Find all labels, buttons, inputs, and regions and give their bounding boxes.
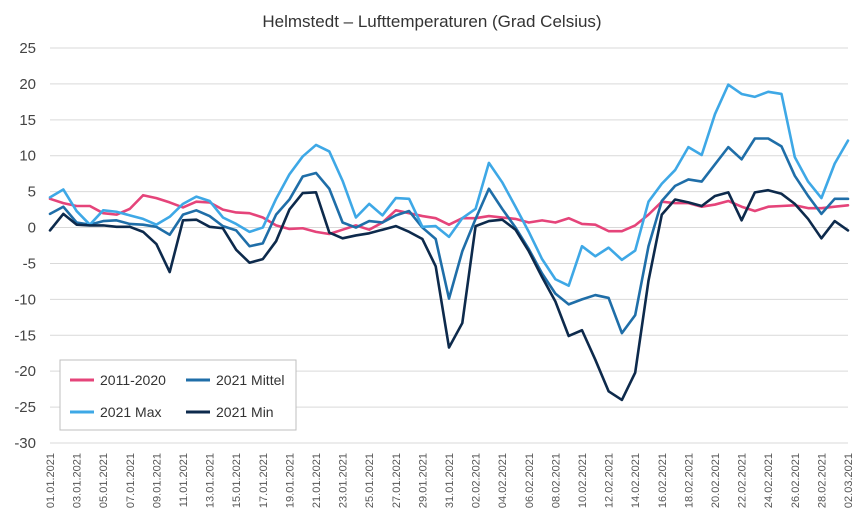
x-axis-tick-labels: 01.01.2021 03.01.2021 05.01.2021 07.01.2021… [45, 453, 855, 508]
x-tick-label: 11.01.2021 [178, 453, 190, 507]
x-tick-label: 14.02.2021 [630, 453, 642, 508]
series-line-2021-min [48, 188, 850, 402]
x-tick-label: 10.02.2021 [577, 453, 589, 508]
legend-label: 2011-2020 [100, 372, 166, 388]
x-tick-label: 06.02.2021 [524, 453, 536, 508]
y-tick-label: -10 [14, 291, 36, 308]
x-tick-label: 25.01.2021 [364, 453, 376, 508]
x-tick-label: 20.02.2021 [710, 453, 722, 508]
x-tick-label: 21.01.2021 [311, 453, 323, 508]
x-tick-label: 29.01.2021 [417, 453, 429, 508]
y-tick-label: -30 [14, 435, 36, 452]
x-tick-label: 01.01.2021 [45, 453, 57, 508]
x-tick-label: 24.02.2021 [763, 453, 775, 508]
x-tick-label: 02.03.2021 [843, 453, 855, 508]
y-tick-label: 0 [28, 220, 36, 237]
chart-title: Helmstedt – Lufttemperaturen (Grad Celsi… [262, 12, 601, 31]
x-tick-label: 23.01.2021 [338, 453, 350, 508]
y-tick-label: 25 [19, 40, 36, 57]
y-axis-tick-labels: 25 20 15 10 5 0 -5 -10 -15 -20 -25 -30 [14, 40, 36, 452]
y-tick-label: 5 [28, 184, 36, 201]
legend-box [59, 359, 297, 431]
x-tick-label: 31.01.2021 [444, 453, 456, 508]
y-tick-label: 20 [19, 76, 36, 93]
y-tick-label: 10 [19, 148, 36, 165]
x-tick-label: 08.02.2021 [550, 453, 562, 508]
x-tick-label: 07.01.2021 [125, 453, 137, 508]
series-lines [48, 83, 850, 402]
legend-label: 2021 Max [100, 404, 161, 420]
x-tick-label: 03.01.2021 [72, 453, 84, 508]
x-tick-label: 28.02.2021 [816, 453, 828, 508]
x-tick-label: 26.02.2021 [790, 453, 802, 508]
x-tick-label: 19.01.2021 [284, 453, 296, 508]
y-tick-label: -25 [14, 399, 36, 416]
y-tick-label: 15 [19, 112, 36, 129]
x-tick-label: 27.01.2021 [391, 453, 403, 508]
y-tick-label: -5 [23, 255, 36, 272]
series-line-2011-2020 [48, 193, 850, 236]
x-tick-label: 02.02.2021 [471, 453, 483, 508]
x-tick-label: 04.02.2021 [497, 453, 509, 508]
legend-label: 2021 Min [216, 404, 274, 420]
y-tick-label: -20 [14, 363, 36, 380]
legend: 2011-2020 2021 Mittel 2021 Max 2021 Min [59, 359, 297, 431]
x-tick-label: 12.02.2021 [604, 453, 616, 508]
series-line-2021-max [48, 83, 850, 288]
x-tick-label: 17.01.2021 [258, 453, 270, 508]
x-tick-label: 05.01.2021 [98, 453, 110, 508]
x-tick-label: 18.02.2021 [683, 453, 695, 508]
y-tick-label: -15 [14, 327, 36, 344]
x-tick-label: 22.02.2021 [737, 453, 749, 508]
x-tick-label: 13.01.2021 [205, 453, 217, 508]
legend-label: 2021 Mittel [216, 372, 284, 388]
series-line-2021-mittel [48, 137, 850, 335]
x-tick-label: 16.02.2021 [657, 453, 669, 508]
x-tick-label: 15.01.2021 [231, 453, 243, 508]
x-tick-label: 09.01.2021 [151, 453, 163, 508]
